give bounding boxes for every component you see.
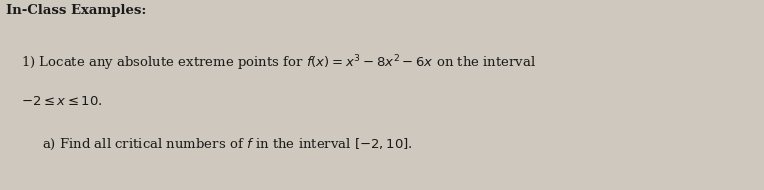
Text: a) Find all critical numbers of $f$ in the interval $[-2, 10]$.: a) Find all critical numbers of $f$ in t… <box>42 137 413 152</box>
Text: $-2 \leq x \leq 10$.: $-2 \leq x \leq 10$. <box>21 95 103 108</box>
Text: In-Class Examples:: In-Class Examples: <box>6 4 147 17</box>
Text: 1) Locate any absolute extreme points for $f(x) = x^3 - 8x^2 - 6x$ on the interv: 1) Locate any absolute extreme points fo… <box>21 53 536 73</box>
